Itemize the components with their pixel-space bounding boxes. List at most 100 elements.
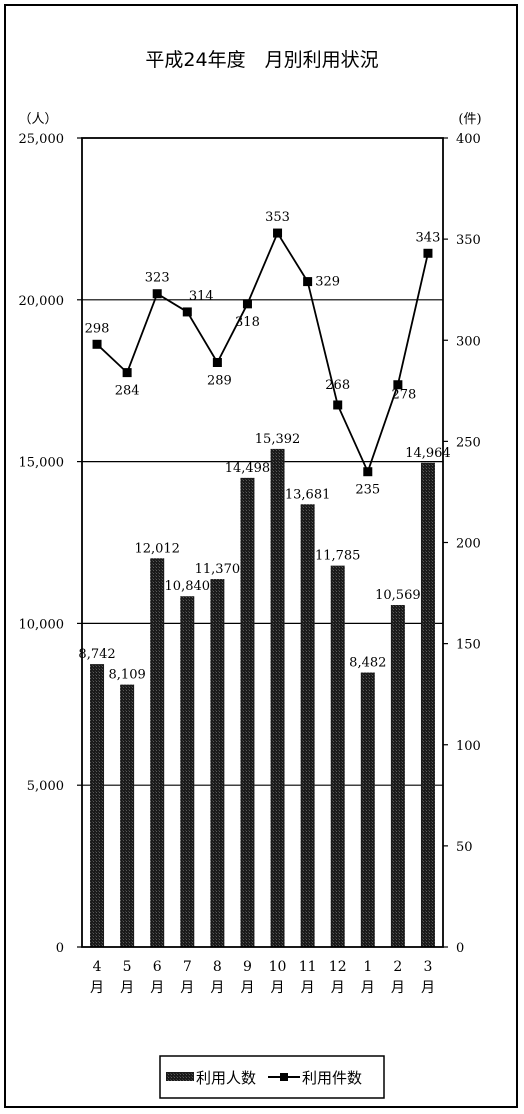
legend-line-marker	[280, 1073, 288, 1081]
line-data-label-2: 323	[145, 271, 170, 286]
bar-7	[300, 504, 315, 947]
bar-10	[390, 604, 405, 947]
bar-4	[210, 579, 225, 947]
line-data-label-3: 314	[189, 289, 214, 304]
left-tick-label-5: 25,000	[19, 132, 65, 147]
bar-data-label-1: 8,109	[109, 668, 146, 683]
bar-9	[360, 672, 375, 947]
bars-group	[90, 448, 435, 947]
right-tick-label-8: 400	[456, 132, 481, 147]
category-unit-3: 月	[180, 980, 194, 996]
legend-label-bar: 利用人数	[196, 1069, 256, 1087]
bar-8	[330, 565, 345, 947]
line-point-3	[182, 307, 192, 317]
line-data-label-4: 289	[207, 373, 232, 388]
right-tick-label-3: 150	[456, 638, 481, 653]
bar-data-label-3: 10,840	[165, 579, 211, 594]
category-label-4: 8	[213, 959, 222, 975]
bar-0	[90, 664, 105, 947]
left-tick-label-3: 15,000	[19, 456, 65, 471]
bar-2	[150, 558, 165, 947]
category-unit-1: 月	[120, 980, 134, 996]
line-point-8	[333, 400, 343, 410]
left-tick-label-4: 20,000	[19, 294, 65, 309]
bar-5	[240, 477, 255, 947]
line-data-label-5: 318	[235, 315, 260, 330]
legend: 利用人数 利用件数	[159, 1055, 385, 1099]
right-axis-unit: (件)	[458, 112, 481, 127]
category-label-6: 10	[269, 959, 287, 975]
line-point-10	[393, 380, 403, 390]
bar-data-label-5: 14,498	[225, 461, 271, 476]
right-tick-label-0: 0	[456, 941, 464, 956]
category-unit-6: 月	[271, 980, 285, 996]
line-data-label-1: 284	[115, 384, 140, 399]
bar-data-label-10: 10,569	[375, 588, 421, 603]
series-line	[96, 231, 429, 475]
line-data-label-9: 235	[355, 483, 380, 498]
category-unit-9: 月	[361, 980, 375, 996]
category-label-8: 12	[329, 959, 347, 975]
category-unit-11: 月	[421, 980, 435, 996]
category-unit-0: 月	[90, 980, 104, 996]
line-point-1	[122, 368, 132, 378]
legend-bar-swatch	[166, 1072, 194, 1081]
left-tick-label-1: 5,000	[27, 779, 64, 794]
category-label-3: 7	[183, 959, 192, 975]
category-unit-8: 月	[331, 980, 345, 996]
bar-data-label-9: 8,482	[349, 656, 386, 671]
line-data-label-11: 343	[416, 230, 441, 245]
line-data-label-6: 353	[265, 210, 290, 225]
line-point-9	[363, 467, 373, 477]
category-unit-2: 月	[150, 980, 164, 996]
right-tick-label-4: 200	[456, 537, 481, 552]
left-tick-label-0: 0	[56, 941, 64, 956]
line-data-label-10: 278	[391, 388, 416, 403]
right-tick-label-1: 50	[456, 840, 473, 855]
bar-6	[270, 448, 285, 947]
line-group	[92, 228, 433, 477]
category-label-2: 6	[153, 959, 162, 975]
category-label-5: 9	[243, 959, 252, 975]
left-axis-unit: （人）	[18, 112, 57, 127]
chart-title: 平成24年度 月別利用状況	[145, 49, 378, 71]
category-label-7: 11	[299, 959, 317, 975]
bar-1	[120, 684, 135, 947]
gridlines	[82, 299, 443, 786]
bar-data-label-0: 8,742	[78, 647, 115, 662]
right-tick-label-7: 350	[456, 233, 481, 248]
category-unit-4: 月	[210, 980, 224, 996]
line-data-label-0: 298	[85, 321, 110, 336]
labels-group: 0 5,000 10,000 15,000 20,000 25,000 0 50 100 150 2…	[19, 132, 481, 996]
line-data-label-8: 268	[325, 378, 350, 393]
axes	[77, 137, 448, 948]
category-label-0: 4	[93, 959, 102, 975]
bar-data-label-4: 11,370	[195, 562, 241, 577]
category-unit-7: 月	[301, 980, 315, 996]
category-label-1: 5	[123, 959, 132, 975]
category-unit-10: 月	[391, 980, 405, 996]
category-label-11: 3	[423, 959, 432, 975]
bar-11	[420, 462, 435, 947]
line-point-7	[303, 277, 313, 287]
right-tick-label-2: 100	[456, 739, 481, 754]
bar-data-label-8: 11,785	[315, 549, 361, 564]
right-tick-label-6: 300	[456, 334, 481, 349]
line-point-4	[212, 357, 222, 367]
line-data-label-7: 329	[315, 275, 340, 290]
right-tick-label-5: 250	[456, 435, 481, 450]
category-label-10: 2	[393, 959, 402, 975]
line-point-2	[152, 289, 162, 299]
bar-data-label-2: 12,012	[134, 541, 180, 556]
bar-data-label-6: 15,392	[255, 432, 301, 447]
line-point-6	[273, 228, 283, 238]
line-point-11	[423, 248, 433, 258]
legend-label-line: 利用件数	[302, 1069, 362, 1087]
bar-3	[180, 596, 195, 947]
category-label-9: 1	[363, 959, 372, 975]
bar-data-label-11: 14,964	[405, 446, 451, 461]
line-point-0	[92, 339, 102, 349]
left-tick-label-2: 10,000	[19, 617, 65, 632]
bar-data-label-7: 13,681	[285, 487, 331, 502]
